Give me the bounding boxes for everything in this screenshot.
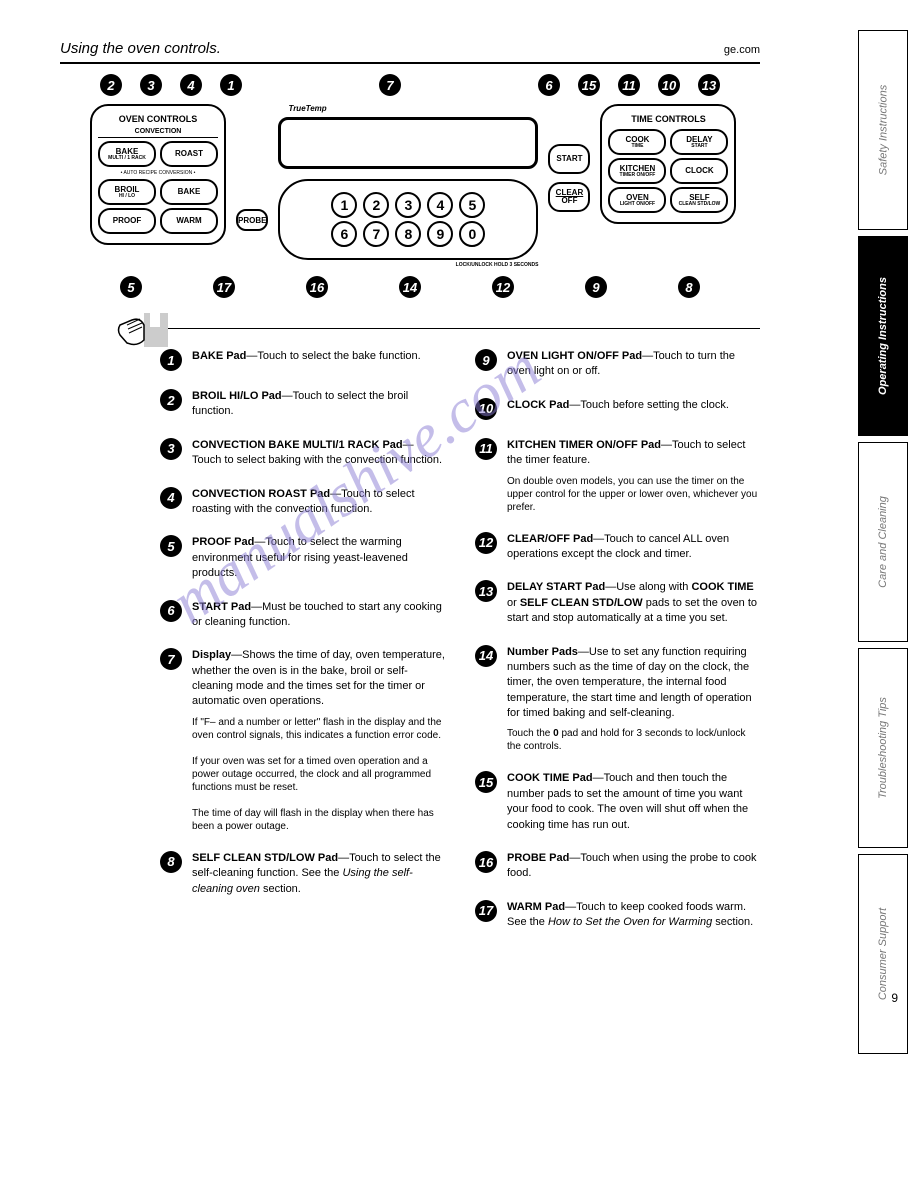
number-key-1: 1 bbox=[331, 192, 357, 218]
time-button: OVENLIGHT ON/OFF bbox=[608, 187, 666, 213]
number-key-9: 9 bbox=[427, 221, 453, 247]
callout-12: 12 bbox=[492, 276, 514, 298]
oven-button: BAKEMULTI / 1 RACK bbox=[98, 141, 156, 167]
pointing-hand-icon bbox=[112, 305, 172, 360]
callout-17: 17 bbox=[213, 276, 235, 298]
desc-item-11: 11KITCHEN TIMER ON/OFF Pad—Touch to sele… bbox=[475, 438, 760, 514]
callout-8: 8 bbox=[678, 276, 700, 298]
display-screen bbox=[278, 117, 538, 169]
sidebar-tab[interactable]: Consumer Support bbox=[858, 854, 908, 1054]
callout-3: 3 bbox=[140, 74, 162, 96]
number-key-6: 6 bbox=[331, 221, 357, 247]
desc-item-9: 9OVEN LIGHT ON/OFF Pad—Touch to turn the… bbox=[475, 349, 760, 380]
oven-button: WARM bbox=[160, 208, 218, 234]
number-keypad: 12345 67890 bbox=[278, 179, 538, 260]
desc-item-2: 2BROIL HI/LO Pad—Touch to select the bro… bbox=[160, 389, 445, 420]
probe-button: PROBE bbox=[236, 209, 268, 231]
sidebar-tab[interactable]: Troubleshooting Tips bbox=[858, 648, 908, 848]
time-button: SELFCLEAN STD/LOW bbox=[670, 187, 728, 213]
desc-item-5: 5PROOF Pad—Touch to select the warming e… bbox=[160, 535, 445, 581]
time-button: KITCHENTIMER ON/OFF bbox=[608, 158, 666, 184]
time-button: CLOCK bbox=[670, 158, 728, 184]
clear-off-button: CLEAROFF bbox=[548, 182, 590, 212]
oven-button: BROILHI / LO bbox=[98, 179, 156, 205]
number-key-7: 7 bbox=[363, 221, 389, 247]
number-key-5: 5 bbox=[459, 192, 485, 218]
truetemp-label: TrueTemp bbox=[288, 104, 538, 113]
number-key-0: 0 bbox=[459, 221, 485, 247]
control-panel-diagram: 2341 7 615111013 OVEN CONTROLS CONVECTIO… bbox=[90, 74, 730, 298]
sidebar-tab[interactable]: Care and Cleaning bbox=[858, 442, 908, 642]
desc-item-10: 10CLOCK Pad—Touch before setting the clo… bbox=[475, 398, 760, 420]
callout-5: 5 bbox=[120, 276, 142, 298]
site-link: ge.com bbox=[724, 44, 760, 56]
oven-button: ROAST bbox=[160, 141, 218, 167]
page-number: 9 bbox=[0, 991, 918, 1005]
sidebar-tab[interactable]: Safety Instructions bbox=[858, 30, 908, 230]
callout-7: 7 bbox=[379, 74, 401, 96]
desc-item-13: 13DELAY START Pad—Use along with COOK TI… bbox=[475, 580, 760, 626]
desc-item-8: 8SELF CLEAN STD/LOW Pad—Touch to select … bbox=[160, 851, 445, 897]
number-key-2: 2 bbox=[363, 192, 389, 218]
desc-item-1: 1BAKE Pad—Touch to select the bake funct… bbox=[160, 349, 445, 371]
callout-10: 10 bbox=[658, 74, 680, 96]
number-key-4: 4 bbox=[427, 192, 453, 218]
callout-14: 14 bbox=[399, 276, 421, 298]
desc-item-14: 14Number Pads—Use to set any function re… bbox=[475, 645, 760, 754]
oven-button: BAKE bbox=[160, 179, 218, 205]
start-button: START bbox=[548, 144, 590, 174]
number-key-8: 8 bbox=[395, 221, 421, 247]
callout-9: 9 bbox=[585, 276, 607, 298]
desc-item-15: 15COOK TIME Pad—Touch and then touch the… bbox=[475, 771, 760, 833]
desc-item-4: 4CONVECTION ROAST Pad—Touch to select ro… bbox=[160, 487, 445, 518]
desc-item-17: 17WARM Pad—Touch to keep cooked foods wa… bbox=[475, 900, 760, 931]
descriptions-section: 1BAKE Pad—Touch to select the bake funct… bbox=[160, 328, 760, 931]
desc-item-6: 6START Pad—Must be touched to start any … bbox=[160, 600, 445, 631]
callout-15: 15 bbox=[578, 74, 600, 96]
time-controls-panel: TIME CONTROLS COOKTIMEDELAYSTARTKITCHENT… bbox=[600, 104, 736, 224]
oven-button: PROOF bbox=[98, 208, 156, 234]
callout-6: 6 bbox=[538, 74, 560, 96]
time-button: DELAYSTART bbox=[670, 129, 728, 155]
time-button: COOKTIME bbox=[608, 129, 666, 155]
desc-item-3: 3CONVECTION BAKE MULTI/1 RACK Pad— Touch… bbox=[160, 438, 445, 469]
oven-controls-panel: OVEN CONTROLS CONVECTION BAKEMULTI / 1 R… bbox=[90, 104, 226, 245]
sidebar-tab[interactable]: Operating Instructions bbox=[858, 236, 908, 436]
callout-16: 16 bbox=[306, 276, 328, 298]
callout-1: 1 bbox=[220, 74, 242, 96]
number-key-3: 3 bbox=[395, 192, 421, 218]
callout-2: 2 bbox=[100, 74, 122, 96]
section-heading: Using the oven controls. bbox=[60, 40, 221, 57]
desc-item-12: 12CLEAR/OFF Pad—Touch to cancel ALL oven… bbox=[475, 532, 760, 563]
callout-11: 11 bbox=[618, 74, 640, 96]
callout-4: 4 bbox=[180, 74, 202, 96]
desc-item-7: 7Display—Shows the time of day, oven tem… bbox=[160, 648, 445, 833]
desc-item-16: 16PROBE Pad—Touch when using the probe t… bbox=[475, 851, 760, 882]
sidebar-tabs: Safety Instructions Operating Instruction… bbox=[858, 30, 918, 1060]
callout-13: 13 bbox=[698, 74, 720, 96]
